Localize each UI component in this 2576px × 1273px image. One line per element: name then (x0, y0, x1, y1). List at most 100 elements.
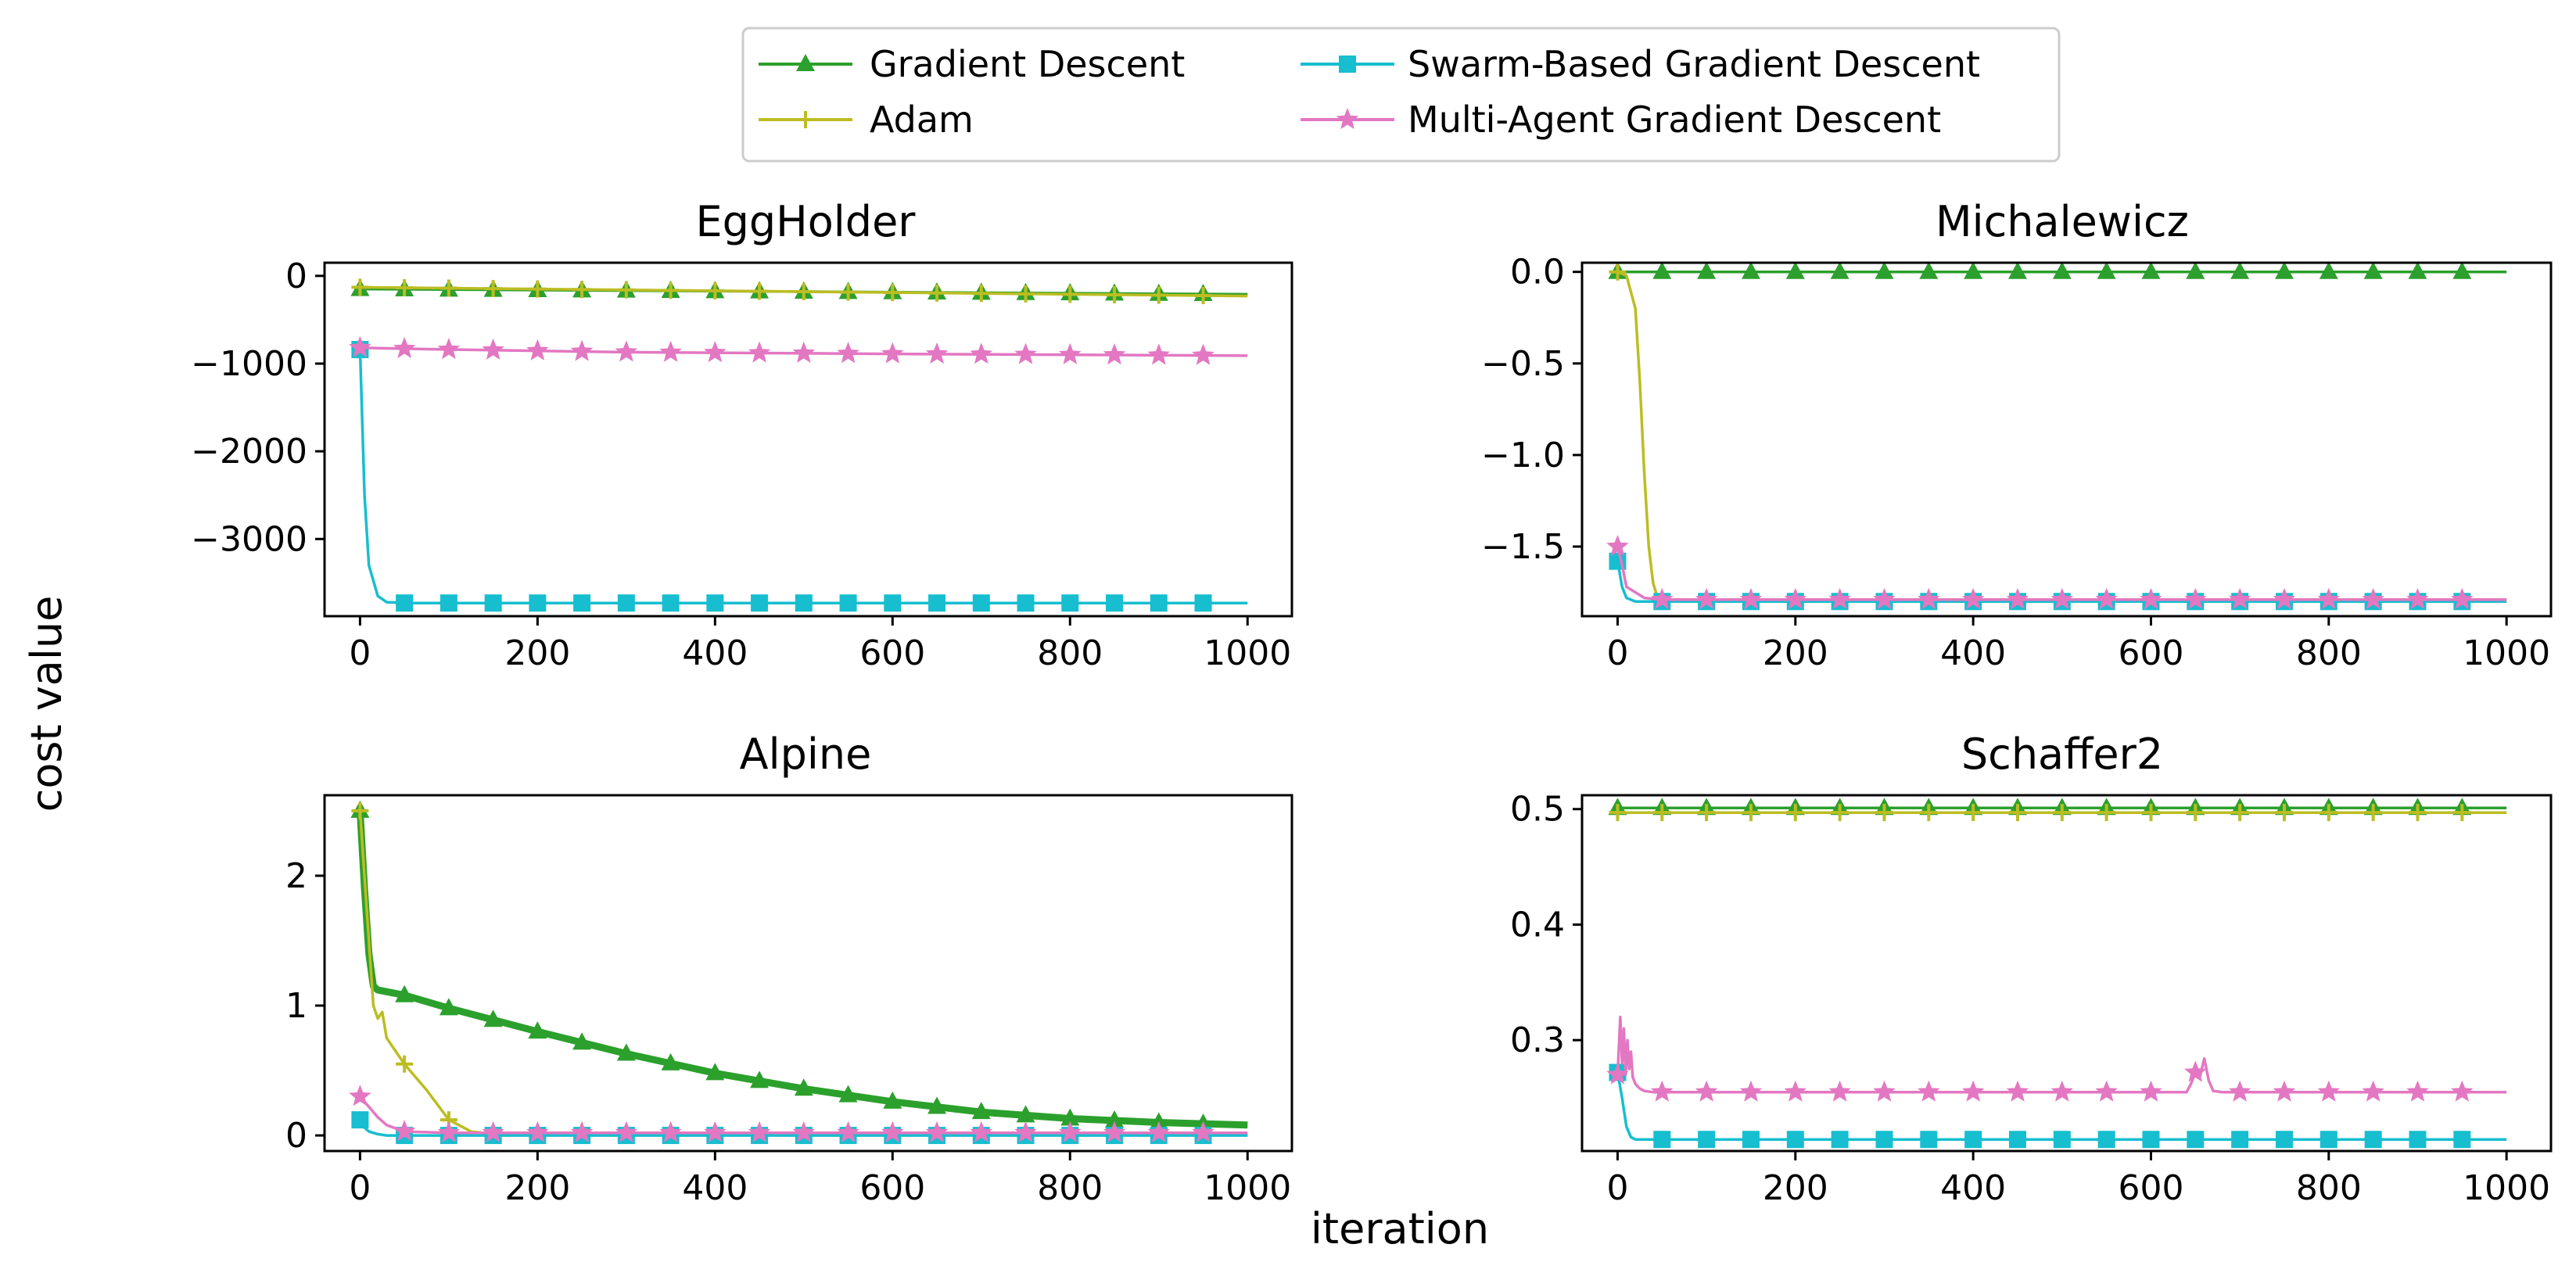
series-marker-magd (1961, 1080, 1985, 1102)
series-marker-adam (2231, 804, 2249, 822)
plot-area-michalewicz (1606, 263, 2507, 611)
series-marker-magd (1606, 1063, 1629, 1085)
series-marker-adam (1920, 804, 1938, 822)
x-tick-label: 1000 (2463, 1168, 2550, 1208)
series-marker-sbgd (2231, 1131, 2249, 1149)
series-marker-magd (2451, 587, 2474, 610)
series-marker-magd (837, 342, 859, 364)
series-marker-adam (573, 281, 591, 299)
series-marker-magd (881, 1121, 904, 1142)
series-marker-gd (794, 1078, 813, 1096)
series-marker-gd (927, 1096, 947, 1114)
series-marker-gd (1652, 263, 1672, 279)
series-marker-magd (2406, 1080, 2429, 1102)
x-tick-label: 800 (2296, 1168, 2362, 1208)
series-marker-magd (704, 341, 727, 363)
series-marker-adam (351, 801, 369, 819)
subplot-title-eggholder: EggHolder (695, 197, 916, 246)
series-marker-sbgd (706, 594, 724, 612)
series-marker-magd (437, 1121, 461, 1142)
series-marker-sbgd (2453, 1131, 2471, 1149)
x-tick-label: 0 (1606, 633, 1628, 673)
series-marker-sbgd (1106, 594, 1124, 612)
series-marker-magd (2184, 1060, 2207, 1082)
series-marker-gd (616, 1043, 636, 1061)
y-tick-label: 1 (285, 986, 307, 1026)
series-marker-magd (1606, 535, 1629, 557)
series-marker-magd (2140, 1080, 2162, 1102)
series-marker-sbgd (1017, 594, 1035, 612)
series-marker-gd (2141, 263, 2161, 279)
series-marker-magd (1192, 1121, 1214, 1142)
series-marker-adam (2364, 804, 2382, 822)
x-tick-label: 0 (1606, 1168, 1628, 1208)
legend-label-magd: Multi-Agent Gradient Descent (1408, 99, 1941, 141)
series-marker-sbgd (1698, 1131, 1716, 1149)
series-marker-adam (396, 278, 414, 296)
series-marker-sbgd (2275, 1131, 2293, 1149)
series-marker-magd (1103, 1121, 1126, 1142)
series-marker-magd (925, 1121, 949, 1142)
series-marker-gd (1875, 263, 1894, 279)
series-marker-gd (883, 1091, 902, 1109)
series-marker-magd (526, 339, 549, 360)
series-marker-gd (2408, 263, 2427, 279)
series-marker-magd (2006, 1080, 2029, 1102)
subplot-eggholder: EggHolder 0 200 400 600 800 1000 0 −1000 −2000 −3… (191, 197, 1293, 673)
series-marker-magd (792, 1121, 816, 1142)
series-marker-magd (1873, 1080, 1896, 1102)
series-marker-gd (2452, 263, 2472, 279)
series-marker-sbgd (2364, 1131, 2382, 1149)
x-tick-label: 0 (349, 1168, 371, 1208)
series-marker-magd (2273, 587, 2296, 610)
legend-marker-magd (1336, 108, 1359, 130)
x-tick-label: 600 (2118, 1168, 2183, 1208)
series-marker-sbgd (617, 594, 635, 612)
series-marker-gd (1919, 263, 1939, 279)
axes-frame-eggholder (323, 261, 1293, 618)
series-marker-gd (2274, 263, 2294, 279)
series-marker-sbgd (2319, 1131, 2337, 1149)
series-marker-sbgd (839, 594, 857, 612)
series-marker-gd (2319, 263, 2338, 279)
series-marker-adam (706, 281, 724, 299)
plot-area-alpine (349, 800, 1248, 1145)
series-marker-gd (661, 1052, 680, 1070)
series-line-sbgd (358, 349, 1248, 604)
series-marker-magd (2317, 1080, 2341, 1102)
x-axis-label: iteration (1311, 1204, 1489, 1253)
series-marker-adam (1698, 804, 1716, 822)
series-marker-magd (970, 342, 993, 364)
series-marker-magd (1739, 1080, 1763, 1102)
series-marker-magd (748, 341, 771, 363)
series-marker-magd (2228, 587, 2251, 610)
series-marker-adam (662, 281, 680, 299)
series-marker-magd (1695, 587, 1718, 610)
series-marker-magd (2095, 1080, 2118, 1102)
series-marker-magd (1873, 587, 1896, 610)
series-marker-adam (351, 278, 369, 296)
legend-entry-gd: Gradient Descent (759, 43, 1185, 85)
series-marker-magd (2006, 587, 2029, 610)
series-marker-gd (1741, 263, 1760, 279)
series-marker-adam (1150, 286, 1168, 304)
series-marker-magd (2140, 587, 2162, 610)
series-marker-magd (570, 1121, 594, 1142)
series-marker-adam (2275, 804, 2293, 822)
x-tick-label: 600 (859, 633, 925, 673)
x-tick-label: 1000 (1204, 633, 1291, 673)
plot-area-eggholder (349, 278, 1248, 612)
series-marker-magd (659, 340, 682, 362)
series-marker-magd (482, 1121, 504, 1142)
series-marker-magd (881, 342, 904, 364)
series-marker-magd (1103, 343, 1126, 365)
series-marker-magd (615, 340, 638, 362)
series-marker-magd (704, 1121, 727, 1142)
legend-marker-adam (797, 111, 814, 128)
x-tick-label: 200 (504, 1168, 570, 1208)
series-marker-adam (2097, 804, 2115, 822)
series-marker-magd (2184, 587, 2207, 610)
series-marker-sbgd (1964, 1131, 1982, 1149)
series-marker-sbgd (1061, 594, 1079, 612)
